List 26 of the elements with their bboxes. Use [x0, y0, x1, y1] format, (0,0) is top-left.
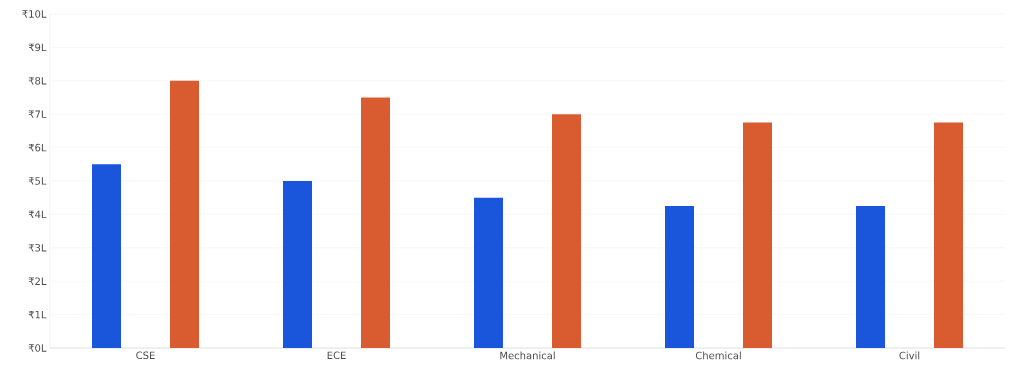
y-tick-label: ₹8L	[28, 77, 47, 85]
y-tick-label: ₹7L	[28, 110, 47, 118]
y-tick-label: ₹6L	[28, 143, 47, 152]
bar	[361, 97, 391, 348]
bar	[170, 80, 199, 348]
y-tick-label: ₹1L	[28, 310, 47, 319]
bar	[552, 114, 582, 348]
x-tick-label: Chemical	[695, 351, 741, 360]
bar	[743, 122, 773, 348]
bar	[665, 206, 695, 348]
bar	[856, 206, 886, 348]
bar	[92, 164, 121, 348]
y-tick-label: ₹4L	[28, 210, 47, 219]
x-tick-label: CSE	[136, 351, 155, 360]
x-tick-label: Mechanical	[500, 351, 555, 360]
y-tick-label: ₹10L	[22, 10, 47, 18]
x-tick-label: Civil	[899, 351, 920, 360]
y-tick-label: ₹2L	[28, 277, 47, 285]
y-tick-label: ₹3L	[28, 244, 47, 252]
y-tick-label: ₹5L	[28, 177, 47, 185]
bar	[474, 197, 504, 348]
y-tick-label: ₹9L	[28, 43, 47, 52]
x-tick-label: ECE	[327, 351, 346, 360]
bar	[283, 181, 312, 348]
y-tick-label: ₹0L	[28, 344, 47, 352]
bar	[934, 122, 964, 348]
